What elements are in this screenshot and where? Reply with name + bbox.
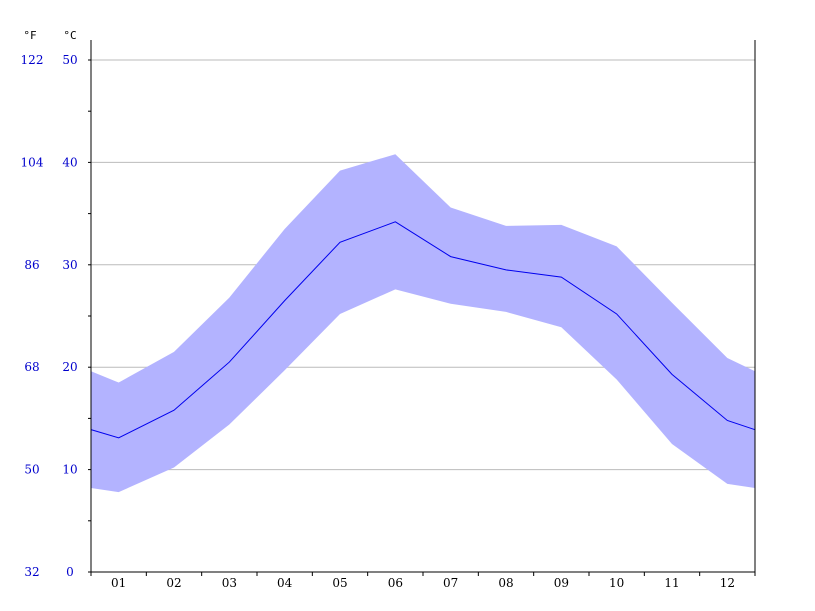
temperature-range-band [91, 154, 755, 493]
x-tick-label: 12 [720, 576, 735, 590]
x-tick-label: 06 [388, 576, 403, 590]
y-tick-label-fahrenheit: 86 [24, 258, 39, 272]
y-tick-label-fahrenheit: 68 [24, 360, 39, 374]
max-min-range-area [91, 154, 755, 493]
y-tick-label-celsius: 40 [62, 155, 77, 169]
x-tick-label: 08 [498, 576, 513, 590]
x-tick-label: 05 [332, 576, 347, 590]
y-tick-label-celsius: 50 [62, 53, 77, 67]
y-tick-label-celsius: 30 [62, 258, 77, 272]
x-tick-label: 10 [609, 576, 624, 590]
y-tick-label-fahrenheit: 104 [21, 155, 44, 169]
x-tick-label: 04 [277, 576, 293, 590]
y-tick-label-fahrenheit: 50 [24, 463, 39, 477]
x-tick-label: 09 [554, 576, 569, 590]
x-tick-label: 01 [111, 576, 126, 590]
x-tick-label: 03 [222, 576, 237, 590]
axes [88, 40, 756, 576]
y-tick-label-fahrenheit: 32 [24, 565, 39, 579]
x-tick-label: 02 [166, 576, 181, 590]
y-tick-label-celsius: 0 [66, 565, 74, 579]
mean-temperature-line [90, 221, 756, 439]
y-tick-label-fahrenheit: 122 [21, 53, 44, 67]
fahrenheit-unit-label: °F [23, 29, 36, 42]
x-tick-label: 11 [664, 576, 679, 590]
x-tick-label: 07 [443, 576, 458, 590]
y-tick-label-celsius: 10 [62, 463, 77, 477]
y-tick-label-celsius: 20 [62, 360, 77, 374]
mean-line-path [90, 221, 756, 439]
celsius-unit-label: °C [63, 29, 76, 42]
axis-labels: °F °C 0 32 10 50 20 68 30 86 40 104 50 122 01 02 03 04 0… [21, 29, 735, 590]
